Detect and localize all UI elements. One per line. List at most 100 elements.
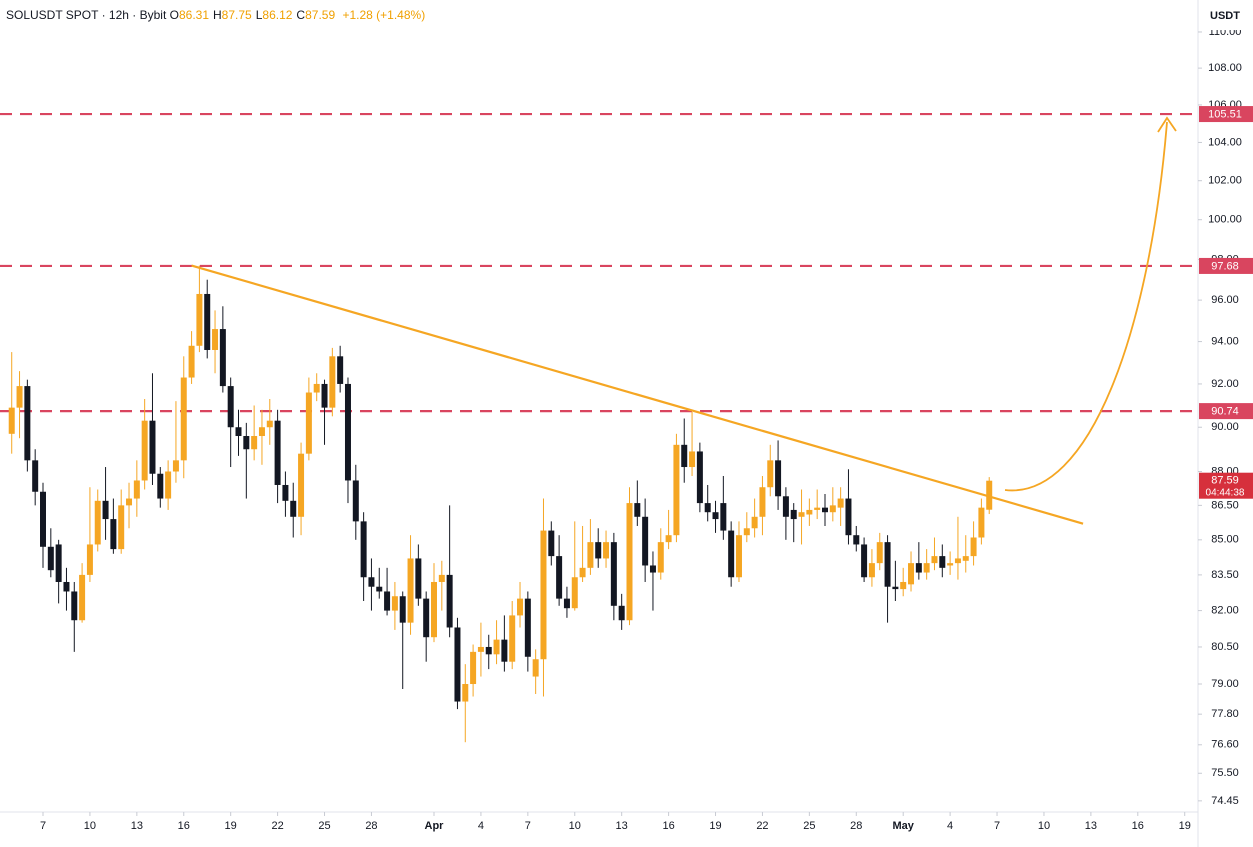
y-tick-label: 102.00 [1208,175,1242,187]
candle-body [321,383,328,408]
candle-body [806,509,813,515]
candle-body [165,471,172,499]
candle-body [892,586,899,590]
candle-body [282,484,289,501]
candle-body [947,563,954,566]
candle-body [188,345,195,378]
candle-body [954,558,961,564]
candle-body [352,480,359,522]
candle-body [219,329,226,387]
candle-body [102,500,109,520]
candle-body [298,453,305,517]
candle-body [884,542,891,587]
candle-body [524,598,531,657]
candle-body [438,574,445,582]
candle-body [563,598,570,609]
candle-body [462,684,469,702]
ohlc-value: 87.59 [305,8,336,22]
ohlc-label: O [169,8,179,22]
candle-body [665,535,672,543]
candle-body [493,639,500,655]
candle-body [681,444,688,468]
candle-body [470,651,477,685]
x-tick-label: 7 [525,820,531,832]
candle-body [24,386,31,461]
x-tick-label: 22 [756,820,768,832]
candle-body [532,659,539,677]
candle-body [689,451,696,468]
x-tick-label: 22 [271,820,283,832]
candle-body [728,530,735,578]
candle-body [571,577,578,609]
candle-body [743,528,750,536]
candle-body [634,503,641,517]
y-tick-label: 92.00 [1211,378,1239,390]
candle-body [939,556,946,568]
candle-body [735,535,742,578]
candle-body [212,329,219,350]
candle-body [40,491,46,547]
unit-bg [1199,0,1253,30]
ohlc-label: C [296,8,306,22]
x-tick-label: 16 [662,820,674,832]
candle-body [8,407,15,434]
candle-body [423,598,430,638]
candle-body [477,646,484,652]
y-tick-label: 100.00 [1208,214,1242,226]
candle-body [814,507,821,510]
candle-body [837,498,844,508]
candle-body [517,598,524,616]
y-tick-label: 108.00 [1208,62,1242,74]
candle-body [962,556,969,561]
candle-body [931,556,938,564]
ohlc-label: H [213,8,222,22]
candle-body [618,605,625,621]
y-tick-label: 104.00 [1208,136,1242,148]
y-tick-label: 86.50 [1211,499,1239,511]
candle-body [767,460,774,488]
candle-body [141,420,148,481]
candle-body [94,500,101,545]
candle-body [415,558,422,599]
candle-body [431,581,437,638]
candle-body [407,558,414,623]
candle-body [172,460,179,472]
candle-body [344,383,351,481]
ohlc-label: L [255,8,263,22]
candle-body [157,473,164,499]
y-tick-label: 77.80 [1211,708,1239,720]
candle-body [501,639,508,662]
candle-body [204,293,211,350]
candle-body [548,530,555,557]
candle-body [446,574,453,628]
x-tick-label: 16 [1132,820,1144,832]
candle-body [485,646,492,655]
candle-body [384,591,391,611]
x-tick-label: 13 [1085,820,1097,832]
candle-body [329,356,336,408]
candle-body [923,563,930,573]
candle-body [610,542,617,606]
x-tick-label: 25 [803,820,815,832]
candle-body [368,577,375,587]
y-tick-label: 90.00 [1211,421,1239,433]
candle-body [110,519,117,550]
y-tick-label: 74.45 [1211,795,1239,807]
candle-body [235,427,242,437]
candle-body [376,586,383,592]
candle-body [595,542,602,559]
ohlc-values: O86.31 H87.75 L86.12 C87.59 [170,8,340,22]
candle-body [454,627,461,702]
candle-body [133,480,140,499]
candle-body [603,542,610,559]
change: +1.28 (+1.48%) [342,8,426,22]
x-tick-label: 28 [850,820,862,832]
level-tag [1199,257,1253,274]
candle-body [696,451,703,504]
x-tick-label: 4 [478,820,484,832]
candle-body [751,516,758,529]
candle-body [587,542,594,568]
x-tick-label: May [892,820,914,832]
ohlc-value: 87.75 [221,8,252,22]
